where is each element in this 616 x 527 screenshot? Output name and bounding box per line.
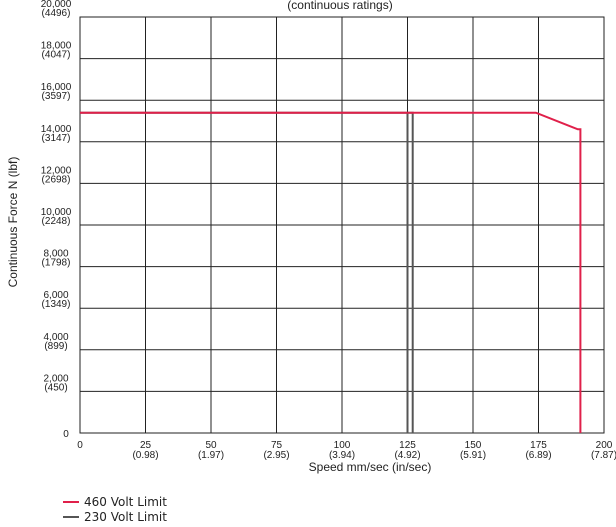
x-tick-label: 125 [399,440,416,451]
y-tick-label: 4,000 [43,332,68,343]
y-tick-sublabel: (4047) [42,50,71,61]
y-tick-label: 10,000 [41,207,72,218]
legend-label-230: 230 Volt Limit [84,509,167,524]
x-tick-sublabel: (1.97) [198,450,224,461]
y-tick-label: 6,000 [43,290,68,301]
y-axis-label: Continuous Force N (lbf) [6,157,20,288]
y-tick-label: 18,000 [41,41,72,52]
x-tick-label: 200 [596,440,613,451]
series-line-460-volt-limit [80,111,582,433]
y-tick-label: 16,000 [41,82,72,93]
y-tick-sublabel: (4496) [42,8,71,19]
y-ticks-group: 0 2,000(450) 4,000(899) 6,000(1349) 8,000(17… [41,0,72,440]
x-ticks-group: 0 25(0.98) 50(1.97) 75(2.95) 100(3.94) 125(4.… [77,440,616,461]
chart-title: (continuous ratings) [287,0,392,12]
x-tick-sublabel: (6.89) [525,450,551,461]
legend-label-460: 460 Volt Limit [84,494,167,509]
y-tick-label: 14,000 [41,124,72,135]
y-tick-label: 2,000 [43,373,68,384]
y-tick-label: 20,000 [41,0,72,10]
y-tick-sublabel: (1349) [42,299,71,310]
legend: 460 Volt Limit 230 Volt Limit [63,494,167,524]
legend-item-460: 460 Volt Limit [63,494,167,509]
x-tick-label: 150 [465,440,482,451]
x-tick-sublabel: (4.92) [394,450,420,461]
legend-swatch-460 [63,500,79,503]
x-tick-sublabel: (7.87) [591,450,616,461]
x-tick-label: 175 [530,440,547,451]
y-tick-sublabel: (1798) [42,258,71,269]
y-tick-sublabel: (3147) [42,133,71,144]
x-tick-sublabel: (5.91) [460,450,486,461]
y-tick-label: 8,000 [43,249,68,260]
legend-swatch-230 [63,515,79,518]
y-tick-label: 12,000 [41,165,72,176]
y-tick-sublabel: (2698) [42,174,71,185]
x-tick-label: 25 [140,440,152,451]
x-tick-sublabel: (0.98) [132,450,158,461]
x-tick-label: 100 [334,440,351,451]
x-tick-sublabel: (3.94) [329,450,355,461]
y-tick-sublabel: (899) [44,341,67,352]
series-group [80,111,582,433]
x-tick-sublabel: (2.95) [263,450,289,461]
x-tick-label: 0 [77,440,83,451]
y-tick-sublabel: (2248) [42,216,71,227]
x-axis-label: Speed mm/sec (in/sec) [309,460,432,474]
legend-item-230: 230 Volt Limit [63,509,167,524]
x-tick-label: 75 [271,440,283,451]
y-tick-sublabel: (450) [44,382,67,393]
x-tick-label: 50 [205,440,217,451]
y-tick-label: 0 [63,429,69,440]
series-line-230-volt-limit [80,111,414,433]
y-tick-sublabel: (3597) [42,91,71,102]
grid-group [79,16,605,434]
